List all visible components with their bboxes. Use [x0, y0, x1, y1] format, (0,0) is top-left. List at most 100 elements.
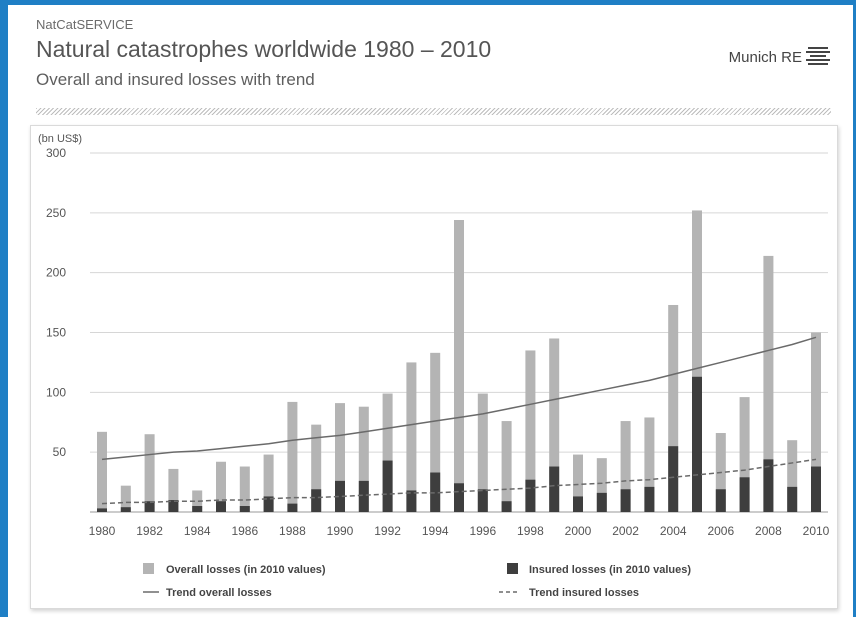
bar-overall-2009 [787, 440, 798, 512]
legend-label-trend-overall: Trend overall losses [166, 587, 272, 599]
y-axis: 50 100 150 200 250 300 [46, 146, 66, 459]
bar-overall-1984 [192, 490, 203, 512]
logo-text: Munich RE [728, 48, 802, 66]
x-tick-label-1982: 1982 [136, 524, 163, 538]
bar-insured-2000 [573, 496, 583, 512]
bar-insured-1992 [382, 460, 393, 512]
bar-insured-1984 [192, 506, 203, 512]
bar-overall-1996 [477, 393, 488, 512]
bar-insured-2008 [763, 459, 774, 512]
bar-insured-2004 [668, 446, 679, 512]
bar-insured-1986 [239, 506, 250, 512]
x-tick-label-1996: 1996 [469, 524, 496, 538]
frame-right-border [853, 0, 856, 617]
bar-insured-1993 [406, 490, 417, 512]
y-tick-label-150: 150 [46, 326, 66, 340]
bar-insured-1983 [168, 500, 179, 512]
page-subtitle: Overall and insured losses with trend [36, 70, 315, 89]
x-tick-label-1984: 1984 [184, 524, 211, 538]
munich-re-logo: Munich RE [729, 46, 830, 68]
x-tick-label-2006: 2006 [707, 524, 734, 538]
bar-overall-1983 [168, 468, 179, 512]
legend-swatch-insured [507, 563, 518, 574]
bar-insured-1998 [525, 479, 536, 512]
bar-insured-1995 [454, 483, 464, 512]
bar-insured-1981 [120, 507, 131, 512]
bar-insured-2010 [811, 466, 821, 512]
x-tick-label-1980: 1980 [89, 524, 116, 538]
bar-overall-1989 [311, 424, 322, 512]
trend-lines [101, 336, 817, 505]
bar-insured-2001 [596, 492, 607, 512]
bar-insured-2002 [620, 489, 631, 512]
bar-insured-2005 [692, 376, 702, 512]
x-tick-label-2008: 2008 [755, 524, 782, 538]
bar-insured-1980 [97, 508, 107, 512]
munich-re-logo-icon [806, 47, 830, 65]
bar-overall-1992 [382, 393, 393, 512]
x-tick-label-2004: 2004 [660, 524, 687, 538]
bar-insured-2007 [739, 477, 750, 512]
y-axis-unit-label: (bn US$) [38, 133, 83, 145]
bar-overall-2000 [573, 454, 583, 512]
legend-label-trend-insured: Trend insured losses [529, 587, 639, 599]
x-tick-label-2002: 2002 [612, 524, 639, 538]
service-label: NatCatSERVICE [36, 17, 134, 32]
bar-insured-1997 [501, 501, 512, 512]
x-tick-label-1986: 1986 [231, 524, 258, 538]
bar-overall-2001 [596, 458, 607, 512]
x-tick-label-1994: 1994 [422, 524, 449, 538]
bar-insured-1990 [335, 480, 345, 512]
trend-insured-line [101, 458, 817, 505]
bar-insured-1982 [144, 501, 155, 512]
bar-overall-2008 [763, 255, 774, 512]
bar-insured-1988 [287, 503, 298, 512]
bar-insured-1991 [358, 480, 369, 512]
x-tick-label-1990: 1990 [327, 524, 354, 538]
bars [97, 210, 821, 512]
legend-label-overall: Overall losses (in 2010 values) [166, 564, 326, 576]
x-tick-label-2000: 2000 [565, 524, 592, 538]
bar-overall-1987 [263, 454, 274, 512]
bar-overall-2010 [811, 332, 821, 512]
bar-overall-1985 [216, 461, 226, 512]
page-title: Natural catastrophes worldwide 1980 – 20… [36, 36, 492, 62]
bar-overall-1982 [144, 434, 155, 512]
trend-overall-line [101, 336, 817, 461]
bar-overall-1995 [454, 220, 464, 512]
y-tick-label-200: 200 [46, 266, 66, 280]
bar-overall-1991 [358, 406, 369, 512]
bar-overall-2007 [739, 397, 750, 512]
bar-overall-1998 [525, 350, 536, 512]
x-tick-label-1998: 1998 [517, 524, 544, 538]
bar-overall-1986 [239, 466, 250, 512]
frame-top-border [0, 0, 856, 5]
bar-insured-2006 [715, 489, 726, 512]
x-tick-label-2010: 2010 [803, 524, 830, 538]
bar-insured-1989 [311, 489, 322, 512]
y-tick-label-300: 300 [46, 146, 66, 160]
y-tick-label-100: 100 [46, 385, 66, 399]
legend-swatch-overall [143, 563, 154, 574]
bar-overall-1994 [430, 352, 441, 512]
header-divider [36, 108, 831, 115]
bar-insured-1985 [216, 501, 226, 512]
bar-insured-2003 [644, 486, 655, 512]
legend-label-insured: Insured losses (in 2010 values) [529, 564, 691, 576]
bar-overall-2003 [644, 417, 655, 512]
y-tick-label-50: 50 [53, 445, 67, 459]
bar-insured-2009 [787, 486, 798, 512]
x-tick-label-1992: 1992 [374, 524, 401, 538]
bar-overall-2005 [692, 210, 702, 512]
x-tick-label-1988: 1988 [279, 524, 306, 538]
x-axis: 1980 1982 1984 1986 1988 1990 1992 1994 1996 1998… [89, 524, 830, 538]
bar-insured-1987 [263, 496, 274, 512]
bar-overall-1981 [120, 485, 131, 512]
bar-overall-1993 [406, 362, 417, 512]
bar-insured-1994 [430, 472, 441, 512]
bar-overall-1980 [97, 431, 107, 512]
bar-insured-1999 [549, 466, 560, 512]
bar-overall-1988 [287, 401, 298, 512]
bar-overall-1990 [335, 403, 345, 512]
